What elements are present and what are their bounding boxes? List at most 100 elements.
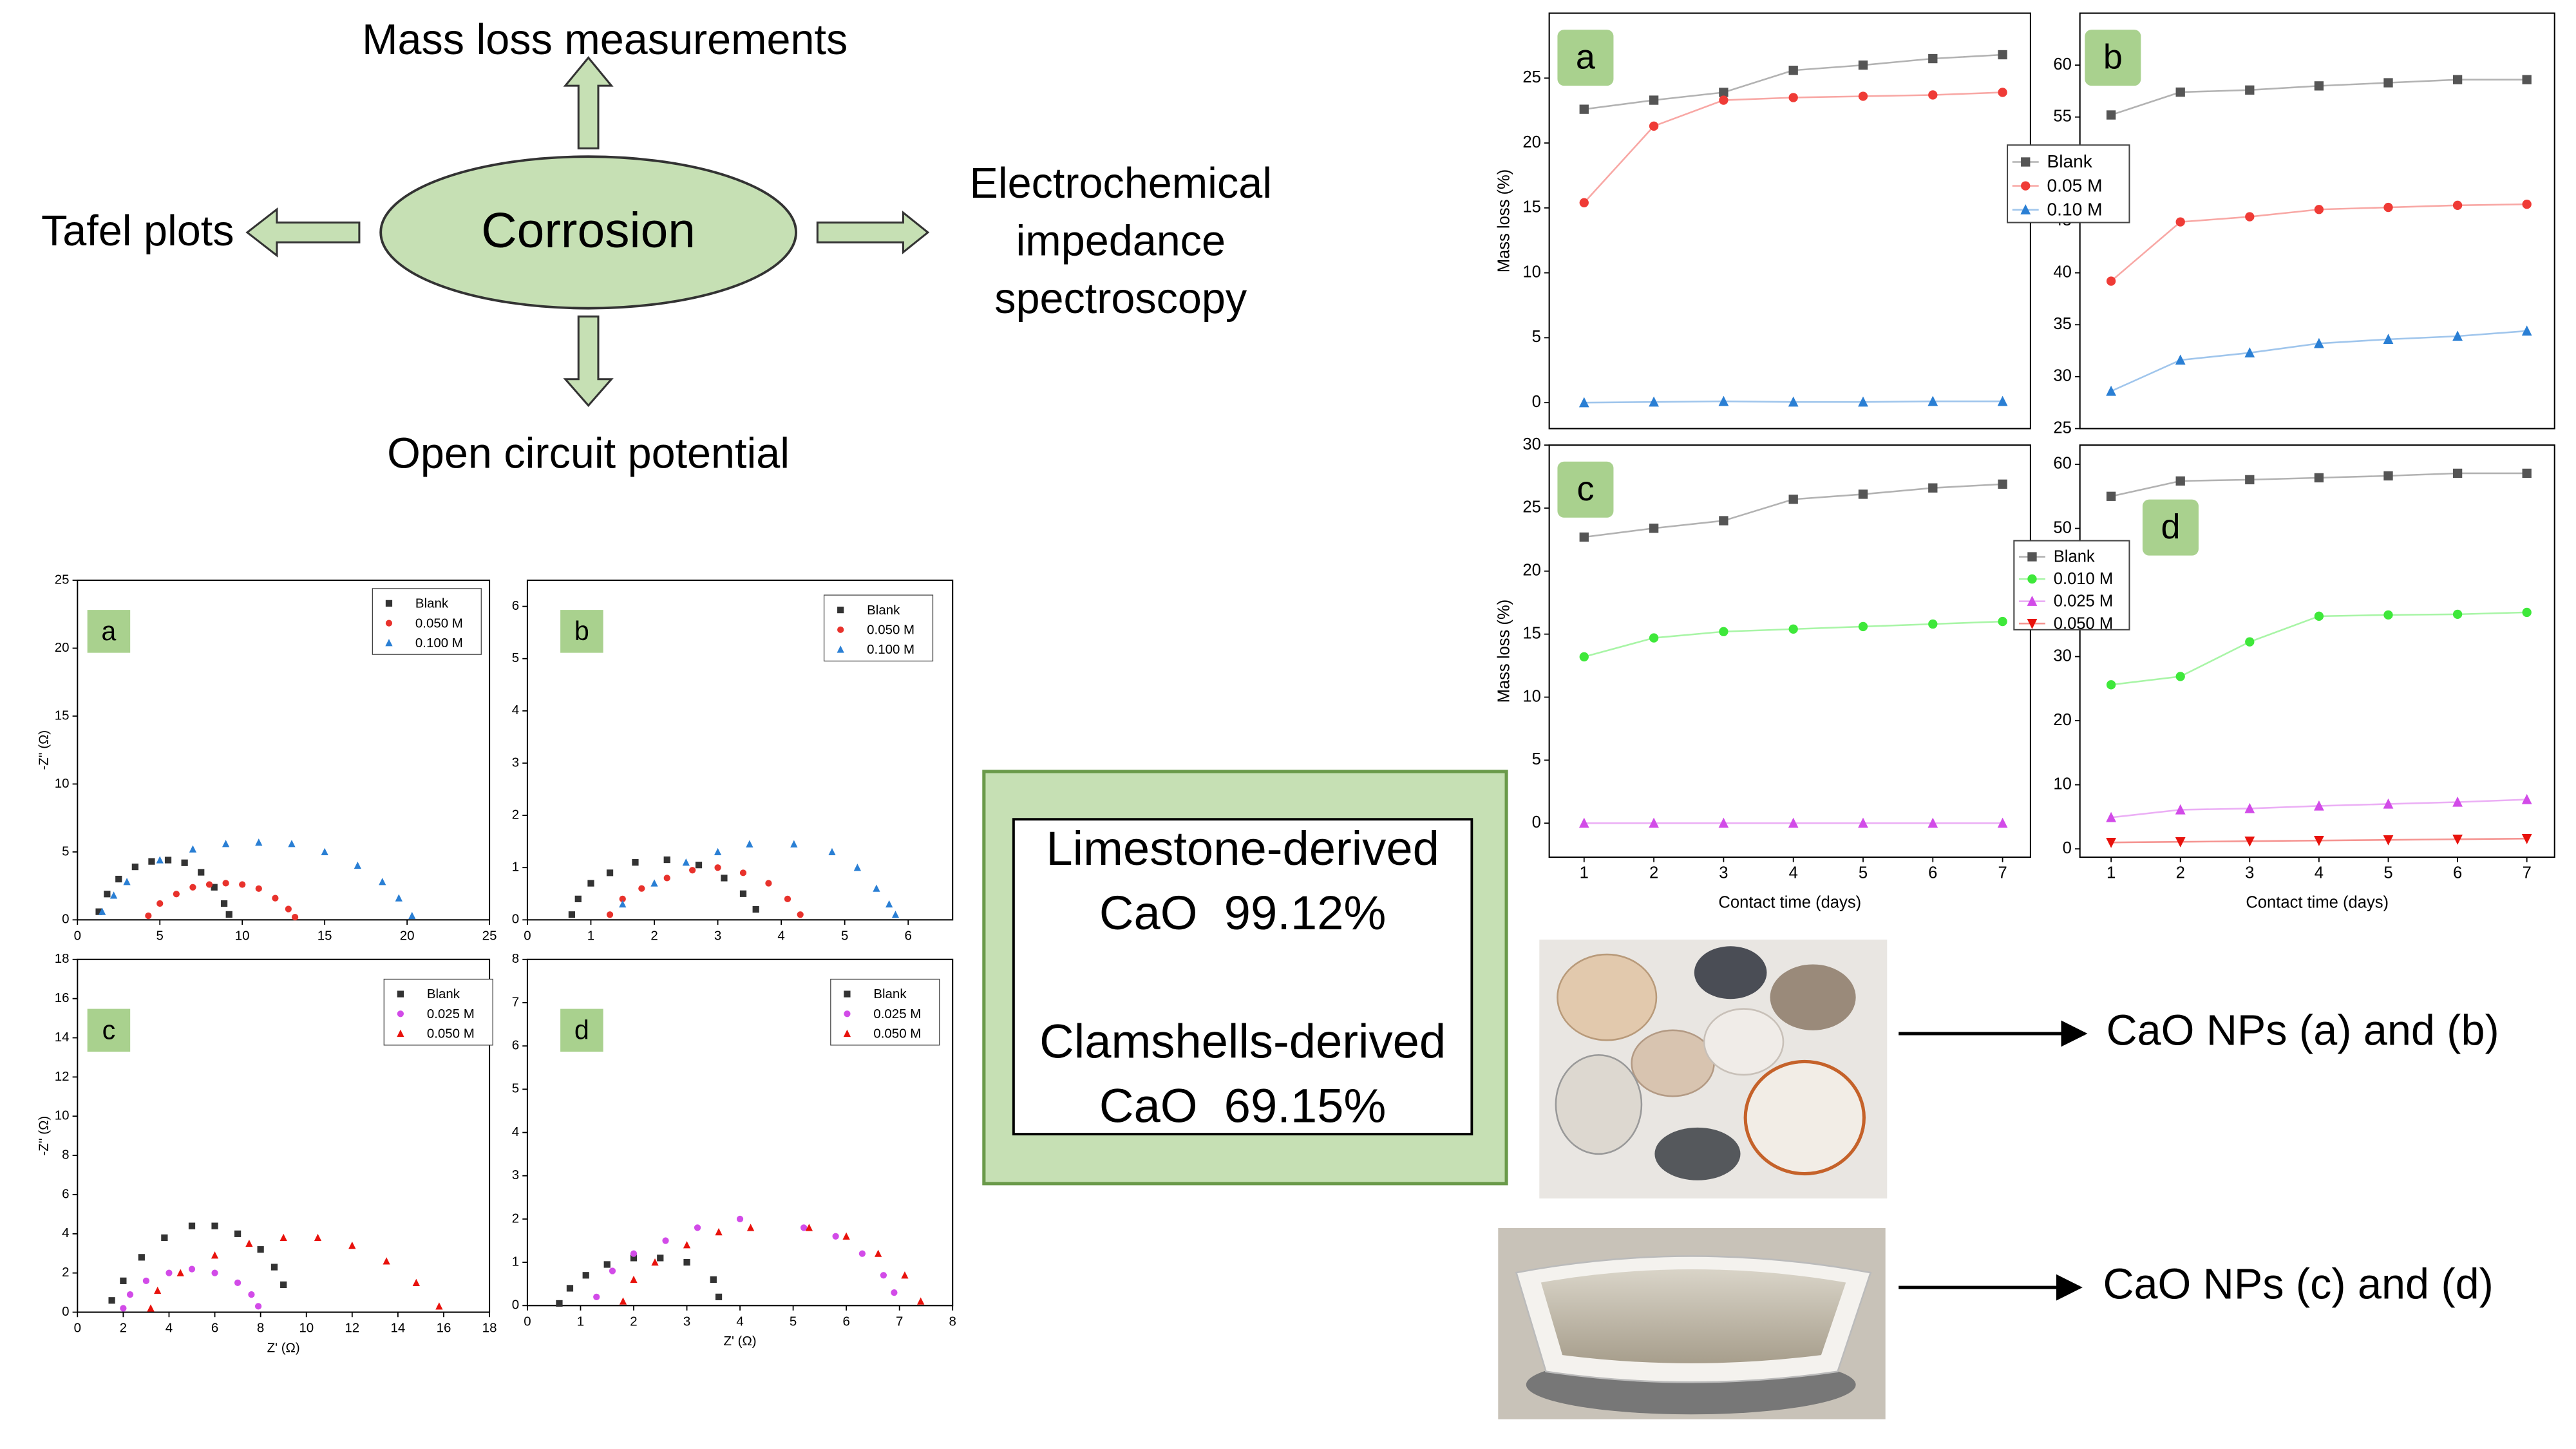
- y-tick-label: 60: [2053, 455, 2071, 473]
- marker: [2106, 680, 2116, 690]
- marker: [245, 1239, 253, 1247]
- y-tick-label: 25: [2053, 419, 2071, 437]
- marker: [248, 1291, 255, 1298]
- legend-label: 0.05 M: [2047, 175, 2103, 195]
- marker: [2175, 87, 2185, 97]
- marker: [651, 1258, 659, 1266]
- marker: [189, 884, 196, 891]
- marker: [220, 900, 228, 907]
- marker: [108, 1297, 115, 1304]
- marker: [2522, 75, 2532, 84]
- marker: [211, 884, 218, 891]
- marker: [2021, 157, 2031, 167]
- marker: [1928, 619, 1938, 629]
- legend-label: 0.050 M: [427, 1027, 475, 1041]
- marker: [211, 1269, 218, 1276]
- right-label: impedance: [1016, 217, 1226, 265]
- marker: [1649, 121, 1659, 131]
- marker: [844, 990, 851, 998]
- x-tick-label: 6: [905, 928, 912, 943]
- marker: [765, 880, 772, 887]
- marker: [1578, 397, 1589, 408]
- marker: [2175, 354, 2186, 365]
- panel-label-box: [2085, 30, 2141, 86]
- inner-box: [1012, 818, 1473, 1136]
- marker: [609, 1267, 616, 1274]
- marker: [2383, 798, 2394, 809]
- marker: [126, 1291, 134, 1298]
- marker: [2106, 110, 2116, 120]
- marker: [657, 1255, 664, 1262]
- y-tick-label: 25: [1522, 68, 1540, 86]
- marker: [156, 856, 164, 864]
- x-tick-label: 4: [166, 1321, 173, 1336]
- marker: [205, 881, 213, 888]
- y-tick-label: 60: [2053, 55, 2071, 73]
- marker: [1997, 395, 2008, 406]
- marker: [1649, 817, 1659, 828]
- legend-label: 0.100 M: [867, 642, 914, 657]
- marker: [1719, 516, 1728, 526]
- marker: [2314, 205, 2324, 214]
- x-tick-label: 2: [630, 1314, 637, 1329]
- marker: [161, 1234, 168, 1242]
- marker: [2106, 385, 2116, 396]
- right-label: spectroscopy: [994, 275, 1247, 323]
- legend-label: 0.010 M: [2054, 570, 2113, 588]
- y-axis-title: -Z'' (Ω): [37, 1116, 52, 1156]
- marker: [2245, 637, 2255, 647]
- marker: [800, 1224, 808, 1231]
- marker: [385, 620, 393, 627]
- marker: [2245, 85, 2255, 95]
- marker: [211, 1251, 219, 1259]
- marker: [746, 1224, 755, 1231]
- marker: [694, 1224, 701, 1231]
- marker: [2175, 804, 2186, 815]
- marker: [2244, 802, 2255, 813]
- x-axis-title: Contact time (days): [1718, 893, 1861, 911]
- y-tick-label: 25: [1522, 498, 1540, 516]
- marker: [739, 869, 747, 876]
- panel-label: b: [574, 616, 589, 646]
- marker: [630, 1250, 638, 1257]
- x-tick-label: 25: [482, 928, 497, 943]
- marker: [270, 1264, 278, 1271]
- marker: [2452, 200, 2463, 210]
- legend-label: 0.050 M: [415, 616, 463, 630]
- marker: [142, 1277, 150, 1284]
- marker: [104, 891, 111, 898]
- marker: [2383, 334, 2394, 345]
- x-tick-label: 2: [650, 928, 658, 943]
- marker: [2452, 75, 2463, 84]
- x-tick-label: 3: [1719, 864, 1728, 882]
- marker: [844, 1010, 851, 1018]
- marker: [606, 869, 614, 876]
- marker: [797, 911, 804, 918]
- panel-label: a: [101, 616, 116, 646]
- marker: [714, 864, 721, 871]
- x-tick-label: 20: [400, 928, 415, 943]
- legend-label: 0.025 M: [2054, 592, 2113, 611]
- y-tick-label: 20: [1522, 133, 1540, 151]
- marker: [746, 840, 753, 848]
- marker: [2314, 81, 2324, 91]
- panel-label: b: [2103, 37, 2123, 76]
- marker: [95, 908, 102, 915]
- panel-label-box: [1557, 30, 1614, 86]
- marker: [689, 867, 696, 874]
- marker: [1998, 88, 2007, 97]
- marker: [395, 894, 402, 902]
- center-ellipse: [379, 155, 798, 310]
- y-axis-title: Mass loss (%): [1495, 169, 1513, 273]
- plot-frame: [1548, 12, 2031, 430]
- marker: [556, 1300, 563, 1307]
- legend-label: 0.025 M: [427, 1007, 475, 1021]
- marker: [662, 1237, 669, 1244]
- y-tick-label: 15: [1522, 198, 1540, 216]
- x-tick-label: 6: [1928, 864, 1937, 882]
- legend-label: 0.050 M: [2054, 614, 2113, 632]
- y-tick-label: 0: [1532, 813, 1541, 831]
- marker: [875, 1249, 882, 1257]
- marker: [1719, 88, 1728, 97]
- x-axis-title: Z' (Ω): [267, 1340, 300, 1355]
